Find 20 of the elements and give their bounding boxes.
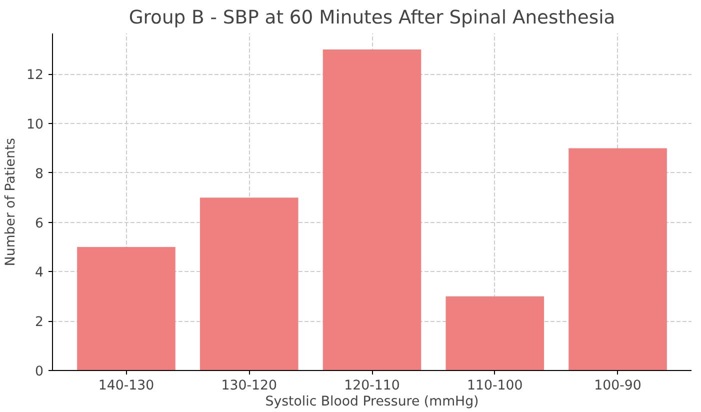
bar bbox=[77, 247, 176, 370]
chart-title: Group B - SBP at 60 Minutes After Spinal Anesthesia bbox=[128, 8, 616, 28]
y-axis-title: Number of Patients bbox=[4, 138, 19, 266]
bar bbox=[568, 148, 667, 370]
x-tick-label: 120-110 bbox=[344, 378, 400, 394]
y-tick-label: 12 bbox=[26, 68, 44, 84]
x-tick-label: 140-130 bbox=[98, 378, 154, 394]
bar bbox=[446, 296, 544, 370]
x-tick-label: 110-100 bbox=[467, 378, 523, 394]
bar bbox=[322, 50, 422, 370]
x-tick-label: 100-90 bbox=[594, 378, 642, 394]
bar bbox=[200, 198, 298, 370]
y-tick-label: 4 bbox=[35, 266, 44, 281]
x-axis-title: Systolic Blood Pressure (mmHg) bbox=[265, 394, 479, 410]
x-tick-label: 130-120 bbox=[221, 378, 277, 394]
y-tick-label: 10 bbox=[26, 118, 44, 133]
y-tick-label: 2 bbox=[35, 315, 44, 330]
y-tick-label: 6 bbox=[35, 216, 44, 232]
y-tick-label: 0 bbox=[35, 364, 44, 380]
y-tick-label: 8 bbox=[35, 166, 44, 182]
